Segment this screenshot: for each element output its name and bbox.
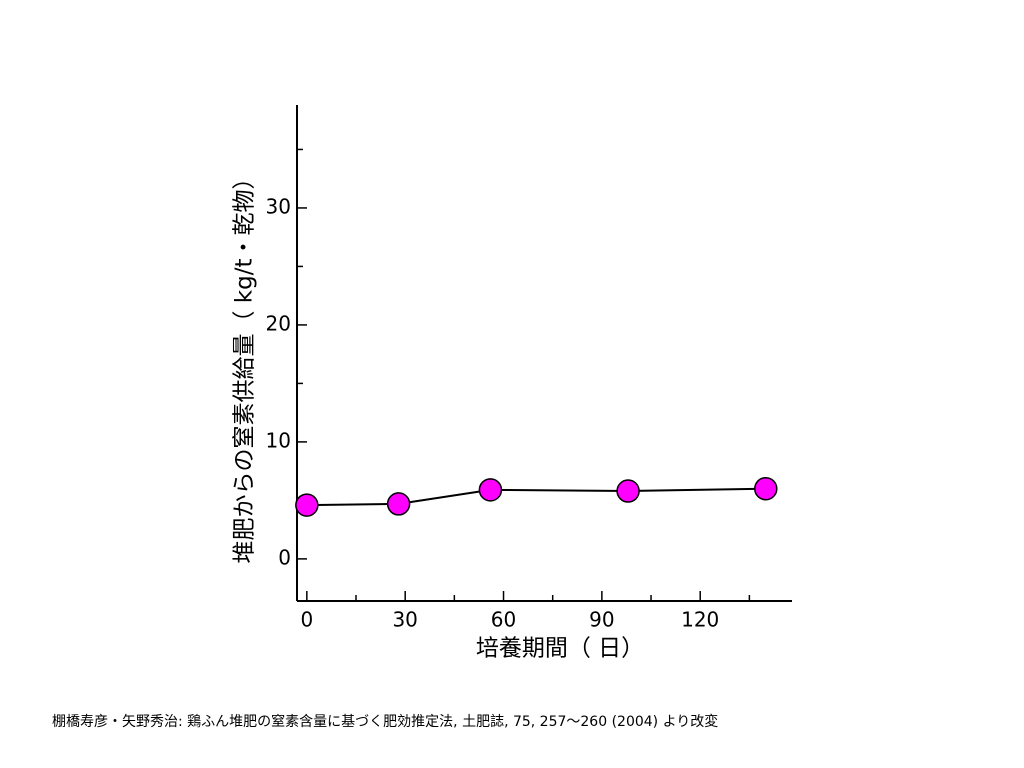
marker <box>386 492 411 516</box>
x-tick-label: 30 <box>392 608 417 632</box>
x-tick-label: 120 <box>681 608 719 632</box>
y-axis-label: 堆肥からの窒素供給量（ kg/t・乾物） <box>232 167 258 564</box>
marker <box>616 479 640 503</box>
source-note: 棚橋寿彦・矢野秀治: 鶏ふん堆肥の窒素含量に基づく肥効推定法, 土肥誌, 75,… <box>52 713 718 730</box>
x-tick-label: 90 <box>589 608 614 632</box>
line <box>306 487 766 507</box>
y-tick-label: 10 <box>266 428 291 452</box>
y-tick-label: 20 <box>266 311 291 335</box>
marker <box>478 478 503 502</box>
marker <box>754 476 778 501</box>
marker <box>295 493 319 517</box>
x-tick-label: 60 <box>491 608 516 632</box>
y-tick-label: 30 <box>266 194 291 218</box>
x-axis-label: 培養期間（ 日） <box>476 636 644 662</box>
y-tick-label: 0 <box>278 545 291 569</box>
x-tick-label: 0 <box>300 608 313 632</box>
